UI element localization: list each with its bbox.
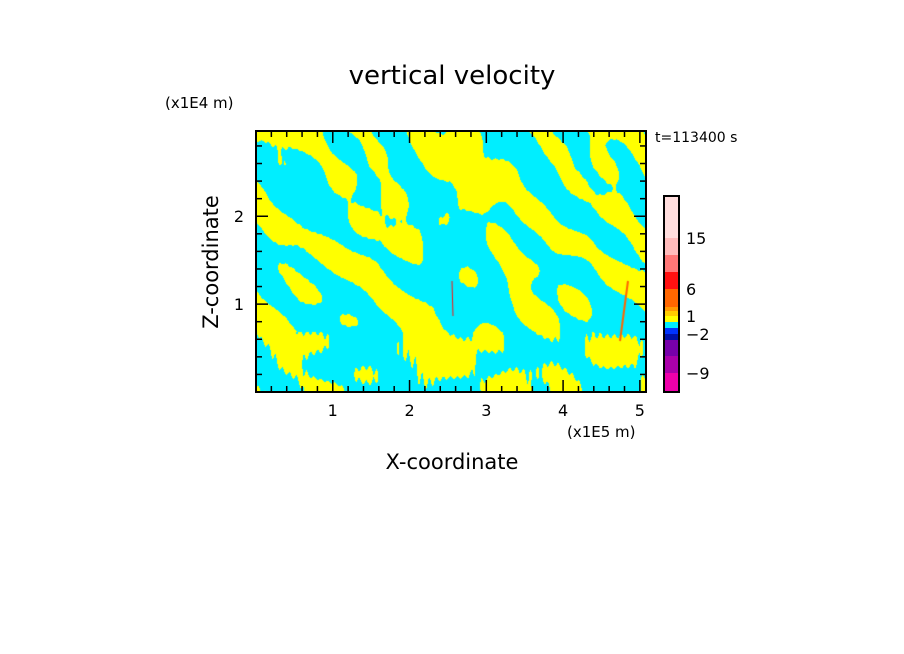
time-label: t=113400 s <box>655 130 737 146</box>
colorbar-tick-label: −9 <box>686 364 710 383</box>
y-tick-label: 2 <box>234 207 244 226</box>
colorbar-tick-label: −2 <box>686 325 710 344</box>
plot-frame <box>255 130 647 393</box>
y-tick-label: 1 <box>234 295 244 314</box>
colorbar-band <box>664 311 679 316</box>
colorbar-band <box>664 238 679 255</box>
colorbar-band <box>664 272 679 289</box>
x-tick-label: 4 <box>558 401 568 420</box>
colorbar-frame <box>663 195 680 393</box>
y-unit-label: (x1E4 m) <box>165 94 234 112</box>
x-tick-label: 2 <box>404 401 414 420</box>
x-unit-label: (x1E5 m) <box>567 423 636 441</box>
colorbar-band <box>664 255 679 272</box>
x-axis-label: X-coordinate <box>386 450 519 474</box>
colorbar-tick-label: 6 <box>686 280 696 299</box>
colorbar-band <box>664 316 679 322</box>
colorbar-band <box>664 328 679 334</box>
colorbar-band <box>664 289 679 307</box>
x-tick-label: 1 <box>328 401 338 420</box>
colorbar-band <box>664 196 679 238</box>
colorbar: −9 −21 6 15 <box>663 195 710 393</box>
x-tick-label: 3 <box>481 401 491 420</box>
y-axis-label: Z-coordinate <box>199 195 223 329</box>
colorbar-band <box>664 307 679 311</box>
colorbar-band <box>664 334 679 340</box>
chart-title: vertical velocity <box>349 61 556 91</box>
colorbar-band <box>664 340 679 356</box>
colorbar-band <box>664 373 679 392</box>
colorbar-band <box>664 322 679 328</box>
x-tick-label: 5 <box>635 401 645 420</box>
colorbar-tick-label: 15 <box>686 229 706 248</box>
velocity-field-heatmap <box>256 131 646 392</box>
colorbar-tick-label: 1 <box>686 307 696 326</box>
colorbar-band <box>664 356 679 373</box>
axis-ticks: 1 2 3 4 5 1 2 <box>234 131 646 420</box>
